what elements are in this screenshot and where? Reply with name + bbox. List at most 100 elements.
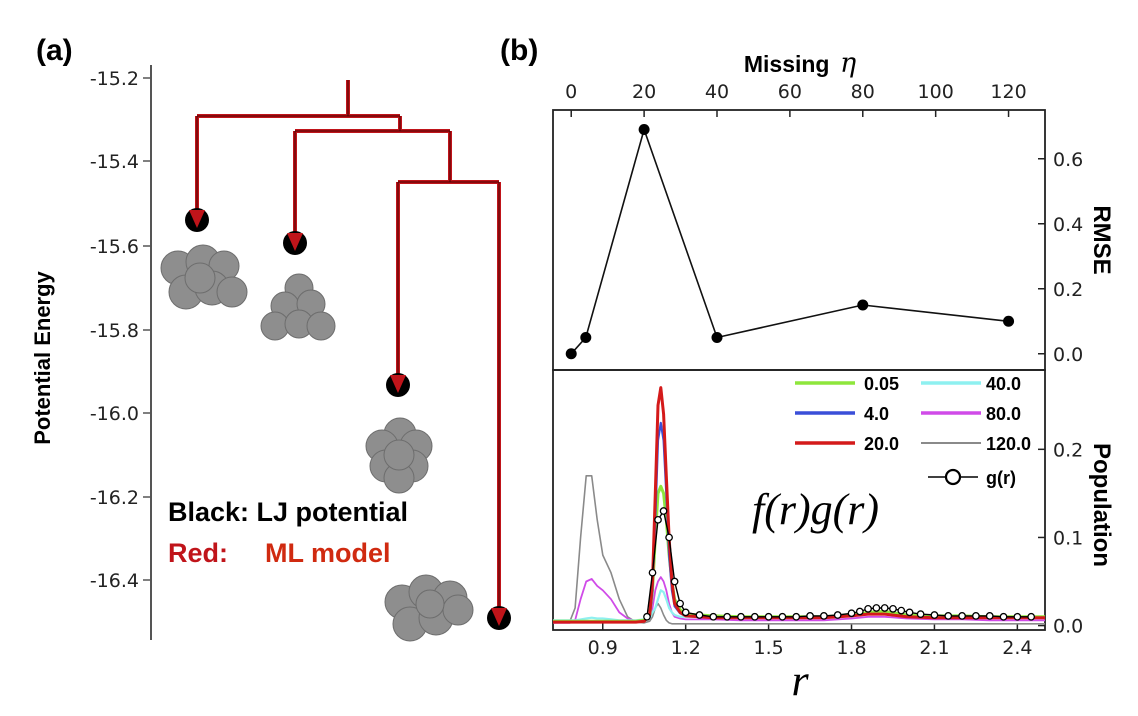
g-r-point [930,611,939,619]
top-axis-ticks: 0 20 40 60 80 100 120 [565,81,1027,117]
legend-label-120.0: 120.0 [986,434,1031,454]
y-tick-label: -15.2 [90,68,139,90]
disconnectivity-tree [195,80,501,612]
rmse-tick-label: 0.2 [1053,279,1083,301]
population-axis-ticks: 0.0 0.1 0.2 [1038,439,1083,638]
r-axis-tick-label: 1.5 [753,637,783,659]
g-r-point [855,607,864,616]
top-axis-title: Missing η [744,48,856,79]
g-r-point [643,612,651,621]
g-r-point [750,612,759,621]
g-r-point [1027,612,1036,621]
g-r-point [676,599,684,608]
g-r-point [847,609,856,618]
g-r-point [778,612,787,621]
population-axis-label: Population [1088,443,1115,567]
g-r-point [889,604,897,613]
cluster-structure-2 [260,273,336,341]
rmse-point [638,124,650,135]
legend-label-20.0: 20.0 [864,434,899,454]
top-axis-tick-label: 60 [778,81,802,103]
g-r-point [792,612,801,621]
panel-a-y-ticks: -15.2 -15.4 -15.6 -15.8 -16.0 -16.2 -16.… [90,68,151,592]
legend-marker-g-r [944,468,962,486]
y-tick-label: -16.4 [90,570,139,592]
minimum-arrow-ml [390,375,406,393]
g-r-point [806,612,814,620]
legend-label-80.0: 80.0 [986,404,1021,424]
panel-b-label: (b) [500,34,538,67]
rmse-point [580,332,592,343]
g-r-point [905,608,914,617]
legend-label-g-r: g(r) [986,468,1016,488]
panel-a-label: (a) [36,34,73,67]
r-axis-tick-label: 1.8 [836,637,866,659]
g-r-point [648,568,657,577]
g-r-point [958,612,966,620]
population-tick-label: 0.1 [1053,527,1083,549]
rmse-series [565,124,1015,360]
top-axis-tick-label: 20 [632,81,656,103]
y-tick-label: -15.4 [90,151,139,173]
y-tick-label: -15.8 [90,320,139,342]
top-axis-tick-label: 0 [565,81,577,103]
rmse-plot-frame [552,109,1046,371]
r-axis-tick-label: 1.2 [671,637,701,659]
top-axis-tick-label: 100 [918,81,954,103]
g-r-point [864,604,872,613]
g-r-point [665,533,673,542]
legend-label-40.0: 40.0 [986,374,1021,394]
panel-a: (a) Potential Energy -15.2 -15.4 -15.6 -… [30,34,511,642]
r-axis-tick-label: 2.4 [1002,637,1032,659]
g-r-point [820,612,828,620]
r-axis-tick-label: 2.1 [919,637,949,659]
r-axis-label: r [791,656,809,705]
population-series [552,386,1045,625]
rmse-point [565,348,577,360]
legend-label-0.05: 0.05 [864,374,899,394]
cluster-structure-1 [160,244,248,310]
top-axis-tick-label: 40 [705,81,729,103]
panel-b: (b) Missing η 0 20 40 60 80 100 120 0.00.20.40… [500,34,1115,705]
minimum-arrow-ml [491,608,507,626]
tree-lj-lines [196,80,500,609]
g-r-point [681,608,690,617]
rmse-point [857,299,869,311]
g-r-point [872,604,881,612]
g-r-point [654,515,662,524]
g-r-point [833,611,842,619]
y-tick-label: -16.0 [90,403,139,425]
top-axis-tick-label: 120 [990,81,1026,103]
legend-lj: Black: LJ potential [168,497,408,527]
g-r-point [737,612,745,621]
population-legend: 0.05 40.0 4.0 80.0 20.0 120.0 g(r) [795,374,1031,488]
population-tick-label: 0.2 [1053,439,1083,461]
minimum-arrow-ml [287,233,303,251]
g-r-point [695,611,704,619]
cluster-structure-3 [365,417,433,494]
rmse-point [711,332,723,343]
g-r-point [944,612,953,620]
rmse-tick-label: 0.6 [1053,149,1083,171]
rmse-tick-label: 0.4 [1053,214,1083,236]
g-r-point [709,612,718,621]
g-r-point [659,507,668,515]
g-r-point [916,610,925,618]
g-r-point [897,606,906,615]
y-tick-label: -15.6 [90,236,139,258]
legend-ml-prefix: Red: [168,538,228,568]
g-r-point [985,612,994,620]
rmse-point [1003,315,1015,327]
minimum-markers [185,208,511,630]
rmse-tick-label: 0.0 [1053,344,1083,366]
minimum-arrow-ml [189,210,205,228]
rmse-line [570,126,1009,355]
g-r-point [880,604,889,612]
rmse-axis-ticks: 0.0 0.2 0.4 0.6 [1038,149,1083,366]
population-line-80.0 [553,576,1045,624]
population-plot-frame [552,369,1046,631]
cluster-illustrations [160,244,474,642]
rmse-axis-label: RMSE [1088,205,1115,274]
r-axis-tick-label: 0.9 [588,637,618,659]
